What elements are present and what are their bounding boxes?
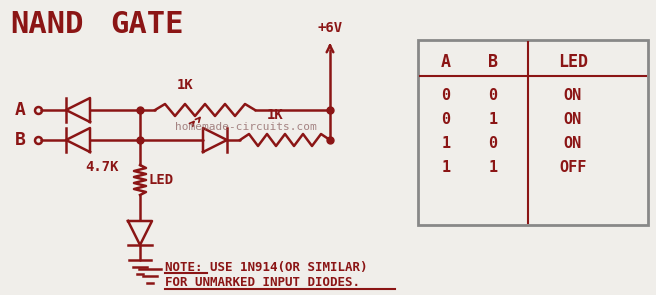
Text: 4.7K: 4.7K <box>85 160 119 174</box>
Text: 0: 0 <box>489 88 497 102</box>
Text: 0: 0 <box>441 112 451 127</box>
Text: B: B <box>488 53 498 71</box>
Text: 1K: 1K <box>266 108 283 122</box>
Text: LED: LED <box>148 173 173 187</box>
Text: +6V: +6V <box>318 21 342 35</box>
Text: OFF: OFF <box>560 160 586 175</box>
Text: ON: ON <box>564 112 582 127</box>
Text: 1K: 1K <box>176 78 194 92</box>
Text: GATE: GATE <box>110 10 184 39</box>
Text: LED: LED <box>558 53 588 71</box>
Text: FOR UNMARKED INPUT DIODES.: FOR UNMARKED INPUT DIODES. <box>165 276 360 289</box>
Text: 1: 1 <box>441 160 451 175</box>
Text: NAND: NAND <box>10 10 83 39</box>
Text: NOTE: USE 1N914(OR SIMILAR): NOTE: USE 1N914(OR SIMILAR) <box>165 260 367 273</box>
Text: A: A <box>441 53 451 71</box>
Text: A: A <box>15 101 26 119</box>
Text: ON: ON <box>564 88 582 102</box>
Text: 0: 0 <box>489 135 497 150</box>
FancyBboxPatch shape <box>418 40 648 225</box>
Text: 1: 1 <box>489 160 497 175</box>
Text: 1: 1 <box>441 135 451 150</box>
Text: homemade-circuits.com: homemade-circuits.com <box>175 122 317 132</box>
Text: B: B <box>15 131 26 149</box>
Text: 1: 1 <box>489 112 497 127</box>
Text: 0: 0 <box>441 88 451 102</box>
Text: ON: ON <box>564 135 582 150</box>
